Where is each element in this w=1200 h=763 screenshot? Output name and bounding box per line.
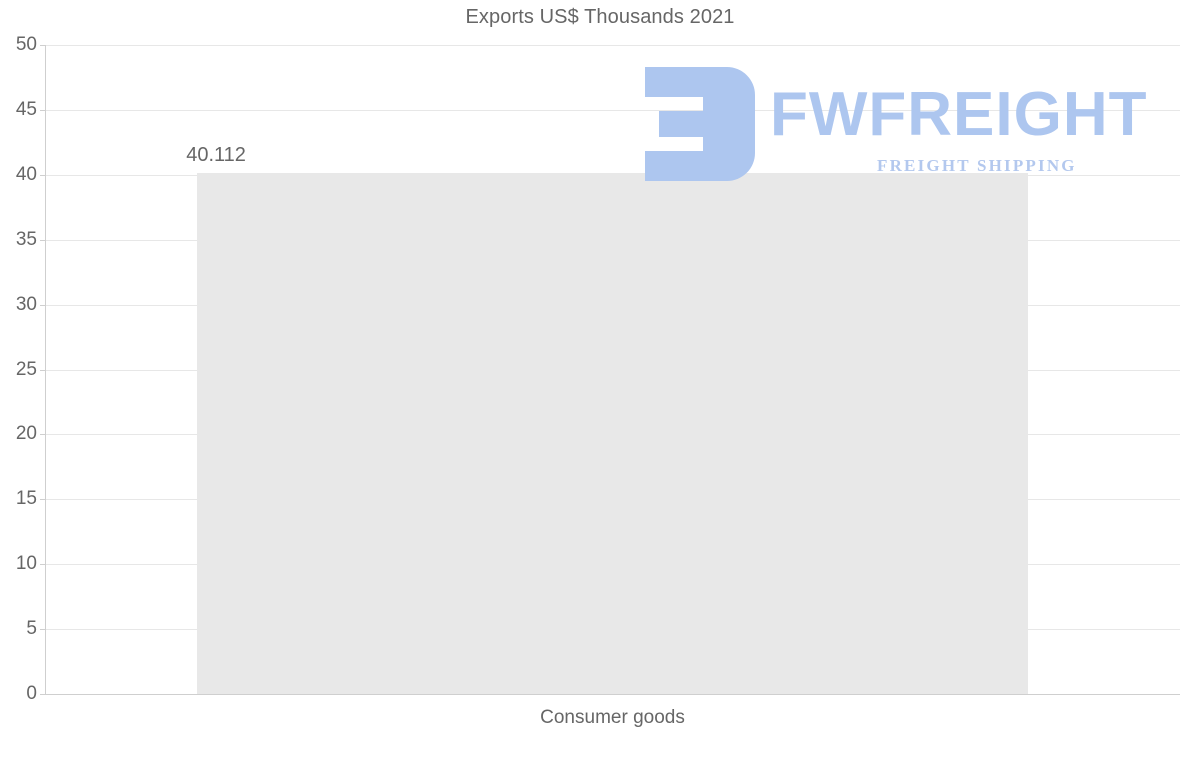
y-axis-tick-mark [40, 174, 46, 176]
y-axis-tick-mark [40, 499, 46, 501]
x-axis-line [45, 694, 1180, 695]
y-axis-tick-label: 30 [15, 293, 37, 315]
y-axis-tick-mark [40, 369, 46, 371]
gridline [45, 109, 1180, 111]
x-axis-category-label: Consumer goods [540, 707, 685, 728]
y-axis-tick-mark [40, 629, 46, 631]
gridline [45, 45, 1180, 46]
y-axis-tick-label: 45 [15, 98, 37, 120]
bar-value-label: 40.112 [186, 144, 246, 167]
y-axis-tick-label: 0 [26, 683, 37, 704]
y-axis-tick-mark [40, 434, 46, 436]
y-axis-tick-label: 20 [15, 423, 37, 445]
y-axis-tick-mark [40, 564, 46, 566]
y-axis-tick-label: 35 [15, 228, 37, 250]
y-axis-tick-mark [40, 694, 46, 695]
y-axis-tick-label: 10 [15, 553, 37, 575]
y-axis-tick-mark [40, 109, 46, 111]
y-axis-tick-mark [40, 45, 46, 46]
y-axis-tick-label: 5 [26, 618, 37, 640]
chart-title: Exports US$ Thousands 2021 [465, 6, 735, 28]
y-axis-tick-label: 50 [15, 34, 37, 55]
y-axis-tick-mark [40, 304, 46, 306]
y-axis-tick-label: 25 [15, 358, 37, 380]
y-axis-tick-label: 40 [15, 163, 37, 185]
bar[interactable] [197, 173, 1028, 694]
y-axis-tick-mark [40, 239, 46, 241]
y-axis-tick-label: 15 [15, 488, 37, 510]
